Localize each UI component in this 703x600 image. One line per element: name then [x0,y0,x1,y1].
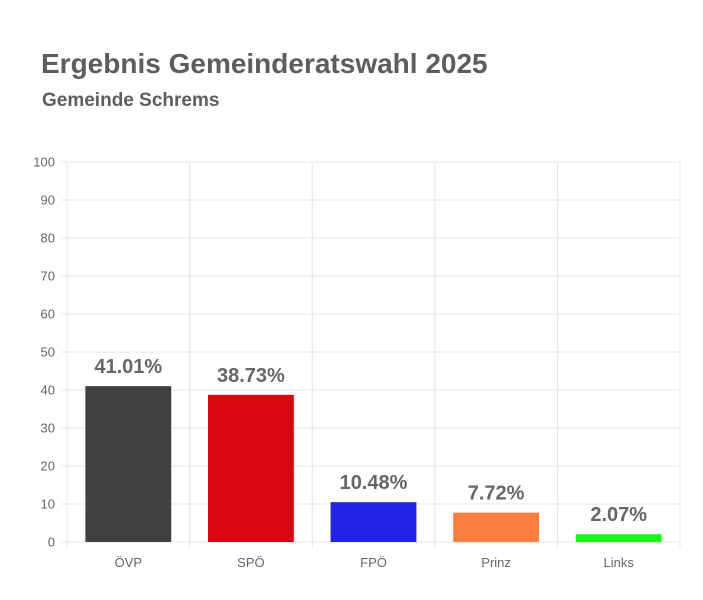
x-tick-label: Prinz [481,555,511,570]
bar [207,394,294,542]
chart-subtitle: Gemeinde Schrems [42,90,220,111]
data-label: 10.48% [340,472,408,494]
data-label: 7.72% [468,483,525,505]
data-label: 2.07% [590,504,647,526]
chart-title: Ergebnis Gemeinderatswahl 2025 [41,48,488,79]
bar [575,534,662,542]
y-tick-label: 20 [41,459,55,474]
data-label: 38.73% [217,365,285,387]
bar [85,386,172,542]
x-tick-label: FPÖ [360,555,387,570]
y-tick-label: 60 [41,307,55,322]
y-tick-label: 50 [41,345,55,360]
bar [330,502,417,542]
y-tick-label: 100 [33,155,55,170]
x-tick-label: SPÖ [237,555,264,570]
y-tick-label: 80 [41,231,55,246]
y-tick-label: 40 [41,383,55,398]
x-tick-label: Links [604,555,635,570]
y-tick-label: 70 [41,269,55,284]
bar [453,512,540,542]
y-tick-label: 90 [41,193,55,208]
y-tick-label: 0 [48,535,55,550]
x-tick-label: ÖVP [115,555,142,570]
y-tick-label: 30 [41,421,55,436]
data-label: 41.01% [94,356,162,378]
y-tick-label: 10 [41,497,55,512]
